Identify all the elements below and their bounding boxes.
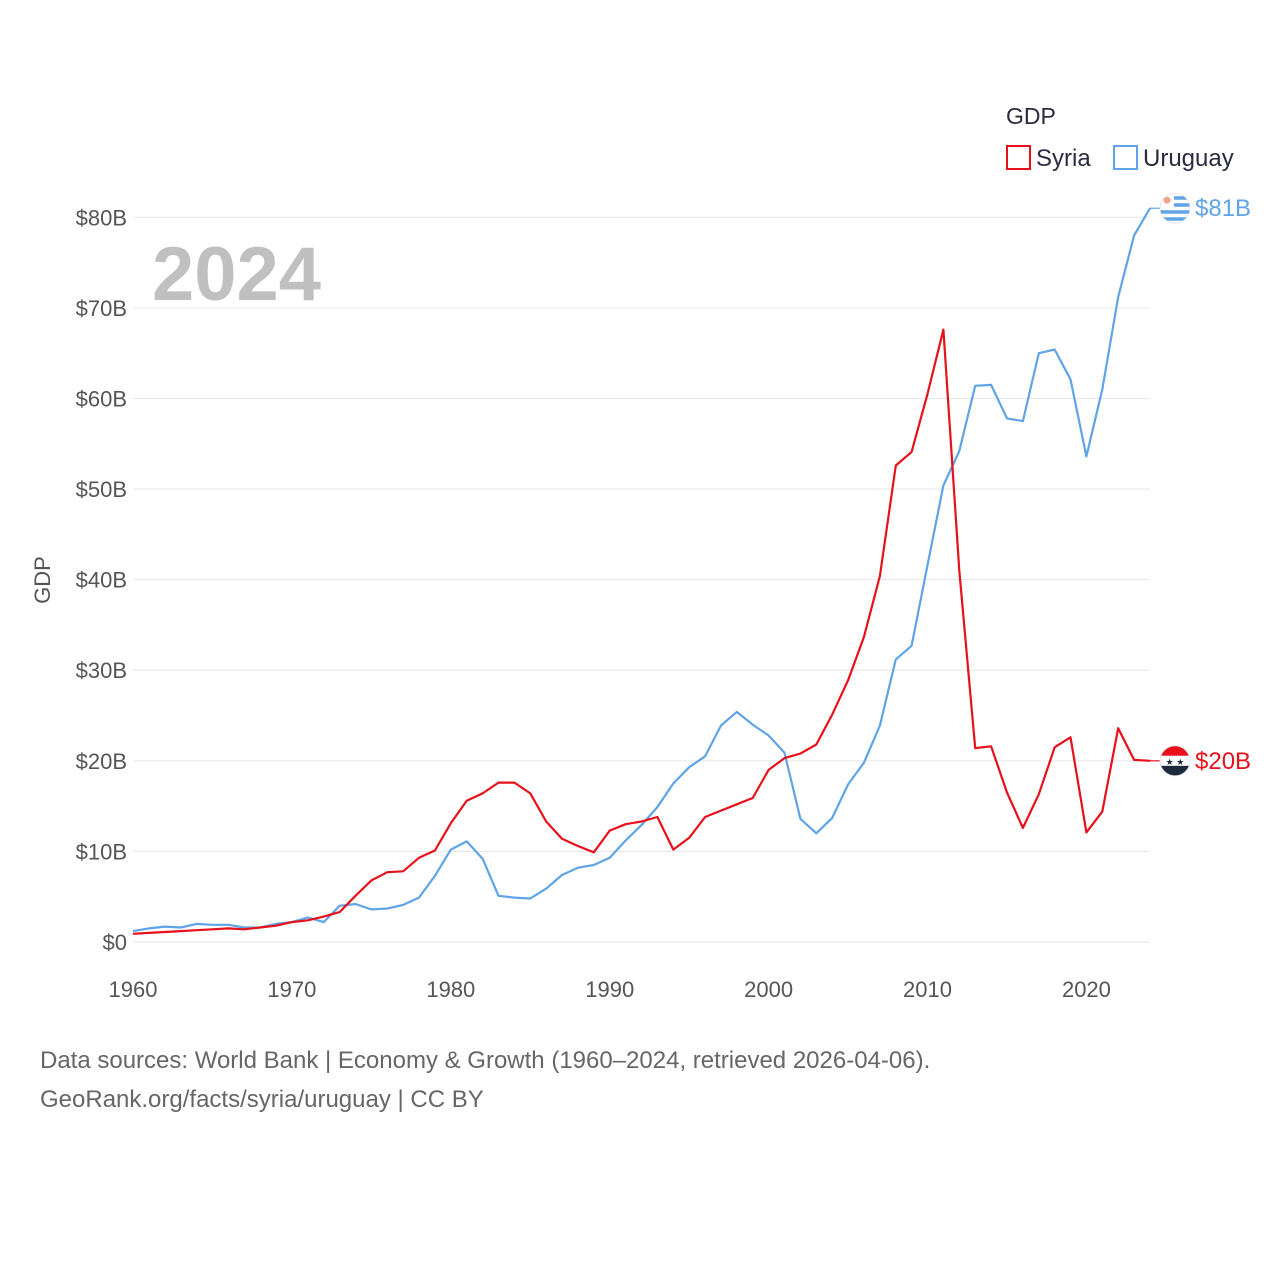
data-source-note: Data sources: World Bank | Economy & Gro… [40,1047,931,1074]
series-line-syria [132,328,1151,935]
legend-item-syria[interactable]: Syria [1006,145,1091,172]
end-label-uruguay: $81B [1195,195,1251,222]
legend-item-uruguay[interactable]: Uruguay [1113,145,1234,172]
legend-label-uruguay: Uruguay [1143,145,1234,172]
y-tick-label: $0 [103,930,127,955]
legend: GDP Syria Uruguay [1006,103,1234,172]
y-tick-label: $60B [76,386,127,411]
y-tick-label: $40B [76,568,127,593]
syria-flag-icon: ★ ★ [1159,745,1191,777]
x-tick-label: 2020 [1062,977,1111,1002]
y-tick-label: $50B [76,477,127,502]
gdp-line-chart: $0$10B$20B$30B$40B$50B$60B$70B$80B 1960 1… [30,103,1251,1002]
year-watermark: 2024 [152,232,321,317]
end-label-syria: $20B [1195,748,1251,775]
y-tick-label: $30B [76,658,127,683]
x-axis-ticks: 1960 1970 1980 1990 2000 2010 2020 [109,977,1111,1002]
grid-lines [133,216,1150,943]
x-tick-label: 2000 [744,977,793,1002]
x-tick-label: 1970 [267,977,316,1002]
x-tick-label: 1960 [109,977,158,1002]
y-tick-label: $10B [76,839,127,864]
legend-label-syria: Syria [1036,145,1091,172]
y-axis-ticks: $0 $10B $20B $30B $40B $50B $60B $70B $80B [76,205,127,955]
source-link[interactable]: GeoRank.org/facts/syria/uruguay | CC BY [40,1086,484,1113]
legend-swatch-uruguay [1113,145,1138,170]
legend-swatch-syria [1006,145,1031,170]
y-tick-label: $70B [76,296,127,321]
x-tick-label: 2010 [903,977,952,1002]
y-axis-label: GDP [30,556,55,604]
y-tick-label: $20B [76,749,127,774]
series-lines [132,207,1151,935]
series-line-uruguay [132,207,1151,933]
x-tick-label: 1980 [426,977,475,1002]
x-tick-label: 1990 [585,977,634,1002]
end-labels: $81B ★ ★ $20B [1150,192,1251,777]
uruguay-flag-icon [1159,192,1191,224]
svg-text:★ ★: ★ ★ [1166,757,1185,767]
y-tick-label: $80B [76,205,127,230]
legend-title: GDP [1006,103,1056,129]
